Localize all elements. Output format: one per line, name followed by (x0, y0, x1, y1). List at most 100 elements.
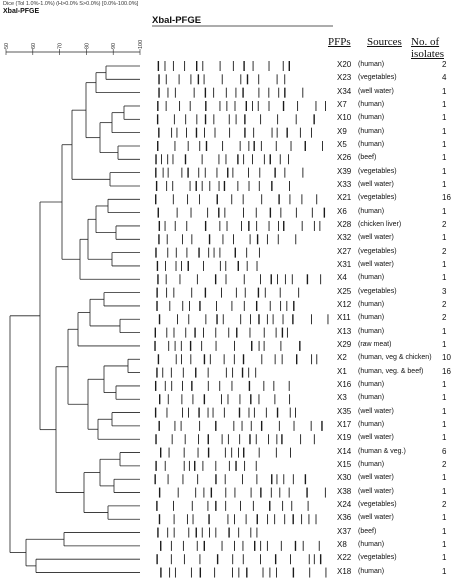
gel-lane (157, 61, 290, 71)
gel-lane (154, 340, 301, 351)
isolate-count: 2 (442, 459, 447, 469)
gel-lane (158, 220, 321, 231)
gel-lane (158, 420, 323, 431)
dendrogram-title: XbaI-PFGE (3, 8, 40, 15)
pfp-label: X1 (337, 366, 347, 376)
scale-tick-label: 100 (138, 40, 144, 49)
isolate-count: 1 (442, 126, 447, 136)
pfp-row: X39 (vegetables) 1 (0, 167, 474, 180)
gel-lane (158, 127, 313, 138)
pfp-row: X37 (beef) 1 (0, 527, 474, 540)
pfp-row: X21 (vegetables) 16 (0, 193, 474, 206)
isolate-count: 2 (442, 219, 447, 229)
gel-lane (160, 567, 327, 578)
pfp-row: X26 (beef) 1 (0, 153, 474, 166)
sources-column-header: Sources (367, 36, 402, 48)
source-label: (beef) (358, 154, 377, 162)
isolate-count: 1 (442, 113, 447, 123)
isolate-count: 1 (442, 326, 447, 336)
gel-lane (156, 287, 300, 298)
pfp-label: X21 (337, 193, 352, 203)
gel-band-lanes (154, 61, 329, 578)
source-label: (human) (358, 61, 385, 68)
scale-tick-label: 90 (111, 43, 117, 49)
gel-lane (158, 314, 329, 325)
source-label: (human, veg. & beef) (358, 367, 424, 375)
pfp-row: X2 (human, veg & chicken) 10 (0, 353, 474, 366)
gel-lane (156, 367, 257, 378)
source-label: (human) (358, 460, 385, 468)
pfp-label: X37 (337, 526, 352, 536)
pfp-row: X38 (well water) 1 (0, 487, 474, 500)
gel-lane (156, 114, 315, 125)
isolate-count: 2 (442, 60, 447, 69)
gel-lane (155, 180, 290, 191)
pfp-row: X32 (well water) 1 (0, 233, 474, 246)
pfp-label: X2 (337, 353, 347, 363)
source-label: (chicken liver) (358, 220, 402, 228)
gel-title: XbaI-PFGE (152, 15, 202, 26)
source-label: (human) (358, 207, 385, 215)
pfp-row: X34 (well water) 1 (0, 87, 474, 100)
source-label: (human) (358, 540, 385, 548)
pfp-row: X23 (vegetables) 4 (0, 73, 474, 86)
pfp-row: X36 (well water) 1 (0, 513, 474, 526)
source-label: (vegetables) (358, 554, 397, 562)
pfp-row: X11 (human) 2 (0, 313, 474, 326)
isolate-count: 16 (442, 193, 451, 203)
pfp-label: X13 (337, 326, 352, 336)
source-label: (human, veg & chicken) (358, 354, 432, 362)
pfp-row: X14 (human & veg.) 6 (0, 447, 474, 460)
isolate-count: 1 (442, 339, 447, 349)
gel-lane (155, 460, 257, 471)
isolate-count: 1 (442, 179, 447, 189)
gel-lane (157, 274, 322, 285)
pfp-label: X29 (337, 339, 352, 349)
gel-lane (158, 514, 317, 525)
pfp-row: X28 (chicken liver) 2 (0, 220, 474, 233)
gel-lane (155, 247, 260, 258)
pfp-label: X18 (337, 566, 352, 576)
source-label: (well water) (358, 434, 394, 442)
isolate-count: 1 (442, 433, 447, 443)
isolate-count: 1 (442, 526, 447, 536)
pfp-row: X5 (human) 1 (0, 140, 474, 153)
isolates-column-header: No. of isolates (411, 36, 444, 60)
pfp-row: X17 (human) 1 (0, 420, 474, 433)
pfp-row: X15 (human) 2 (0, 460, 474, 473)
pfp-row: X29 (raw meat) 1 (0, 340, 474, 353)
isolate-count: 1 (442, 486, 447, 496)
gel-lane (154, 380, 290, 391)
source-label: (human) (358, 100, 385, 108)
source-label: (well water) (358, 474, 394, 482)
pfp-label: X3 (337, 393, 347, 403)
pfp-row: X1 (human, veg. & beef) 16 (0, 367, 474, 380)
source-label: (human) (358, 327, 385, 335)
pfp-label: X12 (337, 299, 352, 309)
scale-tick-label: 70 (58, 43, 64, 49)
isolate-count: 2 (442, 299, 447, 309)
pfp-row: X25 (vegetables) 3 (0, 287, 474, 300)
source-label: (vegetables) (358, 167, 397, 175)
pfp-row: X13 (human) 1 (0, 327, 474, 340)
isolate-count: 16 (442, 366, 451, 376)
source-label: (well water) (358, 234, 394, 242)
pfp-label: X24 (337, 499, 352, 509)
source-label: (human) (358, 127, 385, 135)
source-label: (well water) (358, 407, 394, 415)
pfp-row: X19 (well water) 1 (0, 433, 474, 446)
gel-lane (155, 167, 304, 178)
isolate-count: 1 (442, 393, 447, 403)
source-label: (well water) (358, 260, 394, 268)
gel-lane (157, 354, 318, 365)
pfp-label: X14 (337, 446, 352, 456)
pfp-label: X20 (337, 60, 352, 69)
pfp-label: X10 (337, 113, 352, 123)
isolate-count: 1 (442, 273, 447, 283)
gel-lane (157, 100, 326, 111)
isolate-count: 4 (442, 73, 447, 83)
pfp-label: X36 (337, 513, 352, 523)
pfp-row: X3 (human) 1 (0, 393, 474, 406)
pfp-row: X33 (well water) 1 (0, 180, 474, 193)
gel-lane (154, 327, 288, 338)
